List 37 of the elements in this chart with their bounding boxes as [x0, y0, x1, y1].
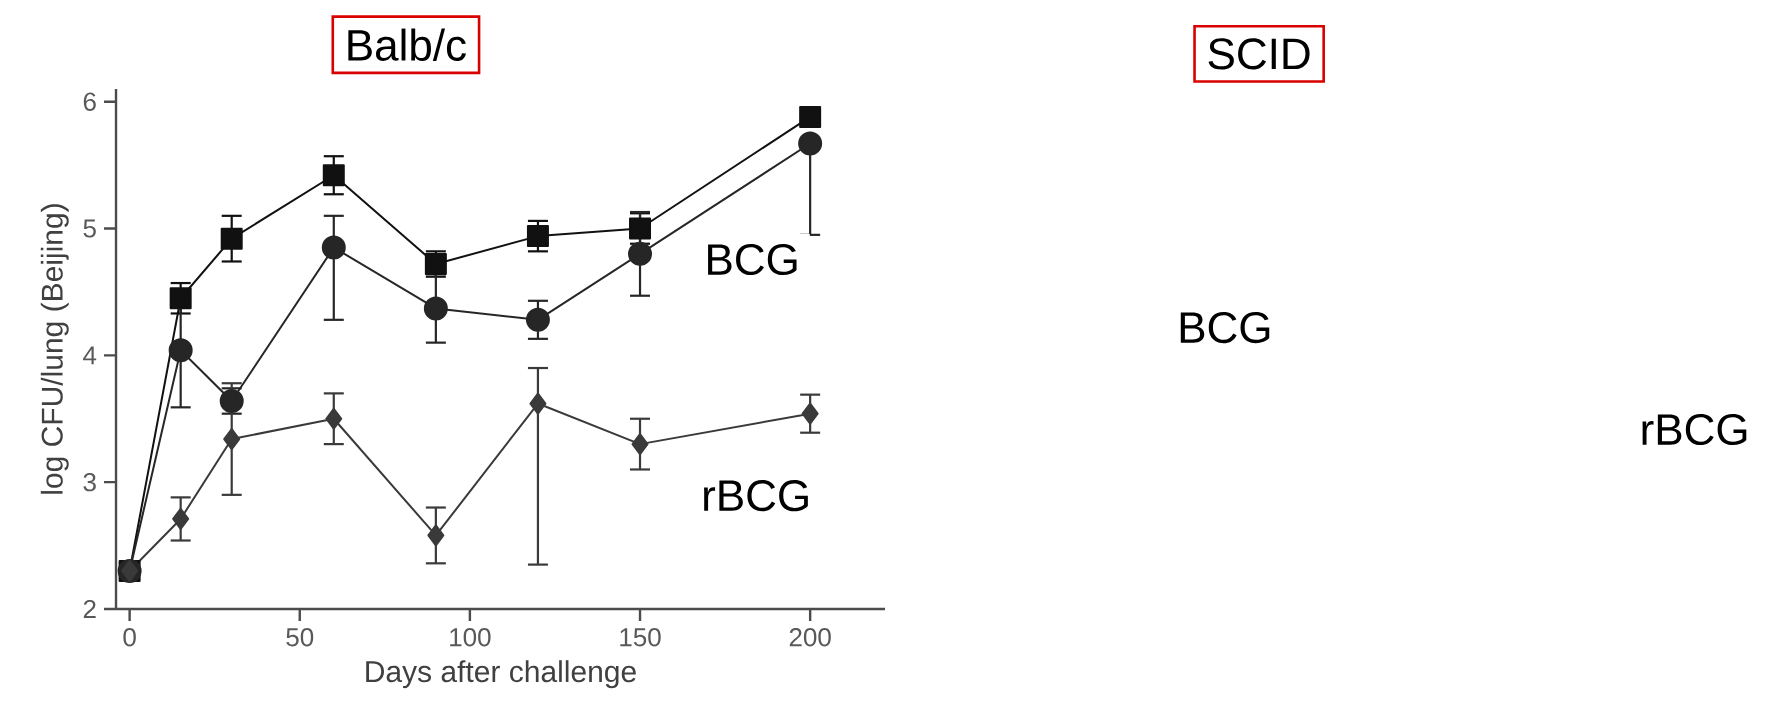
point: [631, 433, 649, 456]
point: [525, 307, 550, 332]
x-tick-label: 50: [286, 628, 314, 647]
text: SCID: [1208, 38, 1310, 70]
series-label: rBCG: [704, 480, 808, 512]
text: BCG: [1180, 311, 1270, 344]
y-tick-label: 4: [83, 346, 97, 365]
point: [629, 217, 652, 240]
point: [628, 241, 653, 266]
point: [529, 392, 547, 415]
y-tick-label: 3: [83, 472, 96, 492]
point: [798, 131, 823, 156]
point: [220, 227, 243, 250]
point: [801, 402, 819, 425]
point: [321, 235, 346, 260]
point: [169, 287, 192, 310]
text: rBCG: [1642, 413, 1747, 446]
y-tick-label: 5: [83, 219, 96, 238]
point: [322, 164, 345, 187]
y-tick-label: 2: [83, 599, 96, 619]
point: [325, 407, 343, 430]
point: [526, 225, 549, 248]
point: [168, 338, 193, 363]
x-tick-label: 200: [789, 628, 831, 647]
point: [799, 105, 822, 128]
x-tick-label: 150: [620, 628, 661, 647]
x-tick-label: 100: [450, 628, 491, 647]
y-tick-label: 6: [83, 92, 96, 111]
x-tick-label: 0: [123, 628, 136, 647]
point: [427, 524, 445, 547]
y-axis-title: log CFU/lung (Beijing): [40, 204, 69, 494]
chart-title: Balb/c: [348, 28, 466, 61]
x-axis-title: Days after challenge: [366, 660, 636, 689]
legend-label: BCG: [708, 243, 797, 276]
point: [172, 507, 190, 530]
point: [423, 296, 448, 321]
point: [223, 428, 241, 451]
